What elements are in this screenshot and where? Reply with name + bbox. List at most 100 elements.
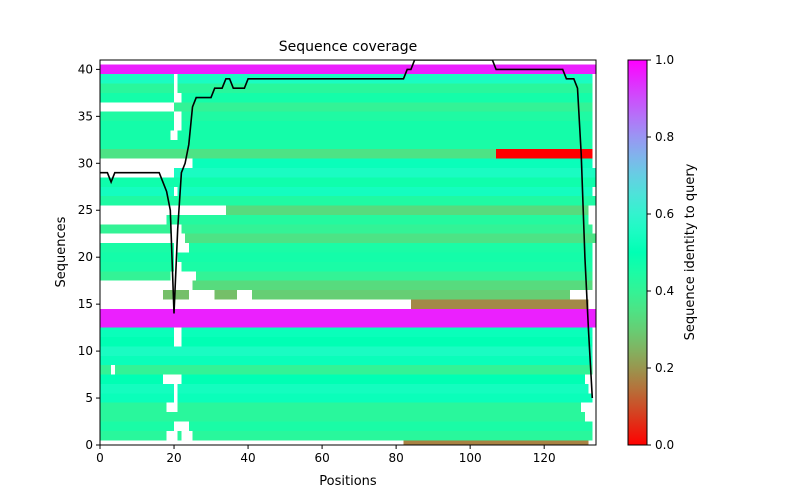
coverage-segment [100,149,497,159]
coverage-segment [181,111,593,122]
plot-frame [99,59,597,446]
x-tick-label: 0 [96,451,104,465]
coverage-segment [100,346,593,356]
coverage-segment [100,327,175,338]
y-tick-label: 10 [78,344,93,358]
coverage-segment [100,430,167,441]
y-axis-label: Sequences [54,216,69,287]
coverage-segment [166,214,589,225]
coverage-segment [181,121,593,131]
coverage-segment [100,92,175,103]
coverage-segment [100,130,171,140]
coverage-segment [100,186,175,197]
coverage-segment [100,74,175,84]
coverage-segment [100,64,596,75]
x-tick-label: 60 [314,451,329,465]
coverage-segment [192,280,593,291]
coverage-segment [100,224,171,234]
y-axis-ticks: 0 5 10 15 20 25 30 35 40 [78,62,100,452]
coverage-segment [177,130,593,140]
colorbar [627,59,648,446]
coverage-segment [177,186,593,197]
coverage-segment [214,290,237,300]
coverage-segment [100,374,163,384]
colorbar-tick-label: 0.2 [655,361,674,375]
y-tick-label: 40 [78,62,93,76]
y-tick-label: 15 [78,297,93,311]
coverage-segment [177,83,593,93]
coverage-segment [100,271,171,281]
coverage-segment [100,196,596,206]
x-tick-label: 120 [533,451,556,465]
x-tick-label: 80 [388,451,403,465]
coverage-segment [174,167,596,178]
coverage-segment [100,318,596,328]
colorbar-tick-label: 0.4 [655,284,674,298]
coverage-segment [100,83,175,93]
coverage-segment [181,374,585,384]
coverage-segment [196,271,593,281]
colorbar-tick-label: 0.0 [655,438,674,452]
x-axis-ticks: 0 20 40 60 80 100 120 [96,445,556,465]
colorbar-label: Sequence identity to query [683,163,698,340]
coverage-segment [403,440,589,445]
coverage-segment [100,139,593,150]
coverage-segment [185,233,596,244]
coverage-line [100,60,594,399]
coverage-segment [100,421,175,431]
coverage-segment [177,393,593,403]
coverage-segment [100,252,175,262]
coverage-segment [181,92,593,103]
coverage-segment [100,111,175,122]
coverage-segment [188,243,593,253]
coverage-segment [100,355,593,366]
y-tick-label: 20 [78,250,93,264]
coverage-segment [100,177,596,187]
coverage-segment [410,299,589,309]
coverage-line-layer [100,60,594,399]
y-tick-label: 5 [85,391,93,405]
coverage-segment [177,383,589,394]
colorbar-tick-label: 0.8 [655,130,674,144]
colorbar-tick-label: 0.6 [655,207,674,221]
coverage-segment [181,327,593,338]
coverage-segment [496,149,593,159]
colorbar-ticks: 0.0 0.2 0.4 0.6 0.8 1.0 [647,53,674,452]
x-tick-label: 100 [459,451,482,465]
coverage-segment [100,383,175,394]
coverage-segment [188,421,593,431]
x-tick-label: 20 [166,451,181,465]
y-tick-label: 30 [78,156,93,170]
coverage-segment [100,337,175,347]
coverage-segment [192,430,593,441]
coverage-segment [177,430,182,441]
coverage-segment [100,121,175,131]
x-axis-label: Positions [319,474,377,489]
coverage-segment [177,252,593,262]
coverage-segment [114,365,593,375]
coverage-segment [100,261,175,272]
y-tick-label: 25 [78,203,93,217]
coverage-segment [100,243,175,253]
coverage-segment [192,158,593,168]
coverage-rows [100,64,596,445]
coverage-segment [181,261,593,272]
coverage-segment [181,337,593,347]
coverage-segment [100,412,585,422]
coverage-segment [177,402,582,413]
coverage-segment [174,102,593,112]
colorbar-tick-label: 1.0 [655,53,674,67]
y-tick-label: 0 [85,438,93,452]
x-tick-label: 40 [240,451,255,465]
coverage-segment [100,308,596,319]
coverage-segment [162,290,189,300]
coverage-segment [100,393,175,403]
coverage-segment [100,402,167,413]
coverage-segment [225,205,589,215]
chart-title: Sequence coverage [279,39,418,55]
y-tick-label: 35 [78,109,93,123]
coverage-segment [181,224,593,234]
coverage-segment [251,290,571,300]
coverage-segment [100,365,112,375]
